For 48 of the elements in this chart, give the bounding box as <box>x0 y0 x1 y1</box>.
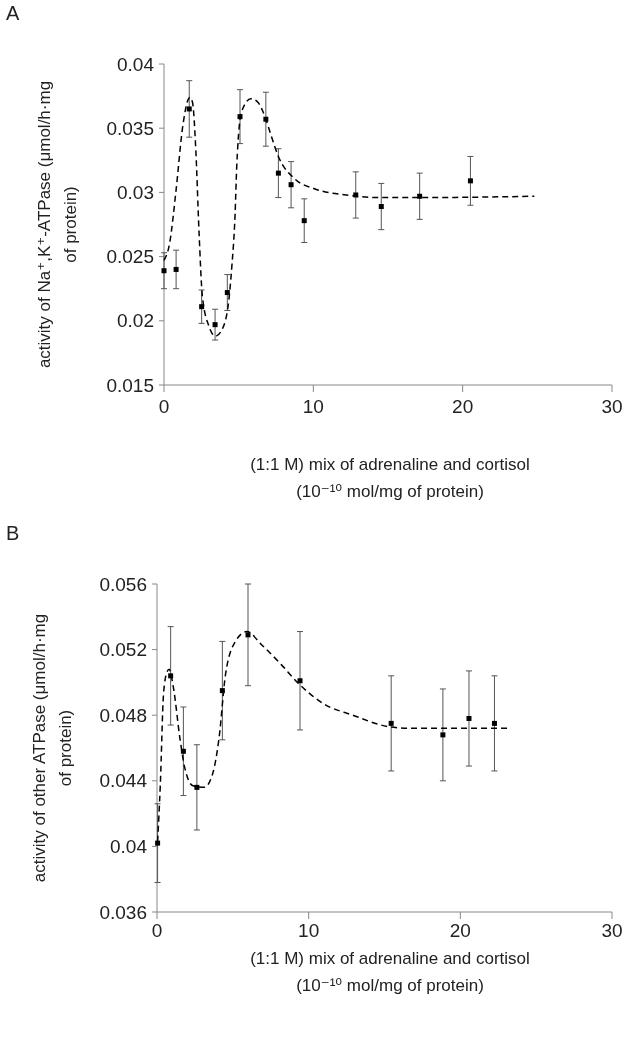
point <box>378 204 384 210</box>
point <box>388 720 394 726</box>
x-axis-title: (1:1 M) mix of adrenaline and cortisol (10⁻¹⁰ mol/mg of protein) <box>250 455 530 501</box>
point <box>224 290 230 296</box>
y-tick-label: 0.02 <box>117 310 154 332</box>
point <box>212 322 218 328</box>
point <box>194 784 200 790</box>
point <box>199 304 205 310</box>
point <box>275 170 281 176</box>
x-tick-label: 20 <box>452 396 474 417</box>
point <box>440 732 446 738</box>
x-tick-label: 30 <box>601 920 623 941</box>
y-tick-label: 0.056 <box>99 573 147 595</box>
x-tick-label: 20 <box>449 920 471 941</box>
y-tick-label: 0.048 <box>99 704 147 726</box>
x-tick-label: 0 <box>158 396 170 417</box>
x-tick-label: 30 <box>601 396 623 417</box>
point <box>173 266 179 272</box>
x-tick-label: 10 <box>302 396 324 417</box>
point <box>180 748 186 754</box>
point <box>467 178 473 184</box>
point <box>155 840 161 846</box>
y-tick-label: 0.04 <box>110 836 148 858</box>
point <box>466 715 472 721</box>
x-tick-label: 0 <box>151 920 163 941</box>
y-tick-label: 0.04 <box>117 53 155 75</box>
y-axis-title: activity of Na⁺,K⁺-ATPase (μmol/h·mg of protein) <box>35 80 80 369</box>
chart-title: B <box>6 522 20 544</box>
x-tick-label: 10 <box>298 920 320 941</box>
point <box>301 218 307 224</box>
y-tick-label: 0.036 <box>99 901 147 923</box>
chart-title: A <box>6 2 20 24</box>
line-series <box>163 96 536 337</box>
point <box>186 106 192 112</box>
y-tick-label: 0.015 <box>106 374 154 396</box>
y-tick-label: 0.035 <box>106 117 154 139</box>
point <box>288 182 294 188</box>
y-tick-label: 0.025 <box>106 246 154 268</box>
point <box>297 678 303 684</box>
point <box>417 193 423 199</box>
y-tick-label: 0.044 <box>99 770 148 792</box>
y-tick-label: 0.03 <box>117 182 154 204</box>
y-axis-title: activity of other ATPase (μmol/h·mg of protein) <box>30 613 75 883</box>
point <box>161 268 167 274</box>
x-axis-title: (1:1 M) mix of adrenaline and cortisol (10⁻¹⁰ mol/mg of protein) <box>250 949 530 995</box>
y-tick-label: 0.052 <box>99 639 147 661</box>
point <box>245 632 251 638</box>
point <box>491 720 497 726</box>
